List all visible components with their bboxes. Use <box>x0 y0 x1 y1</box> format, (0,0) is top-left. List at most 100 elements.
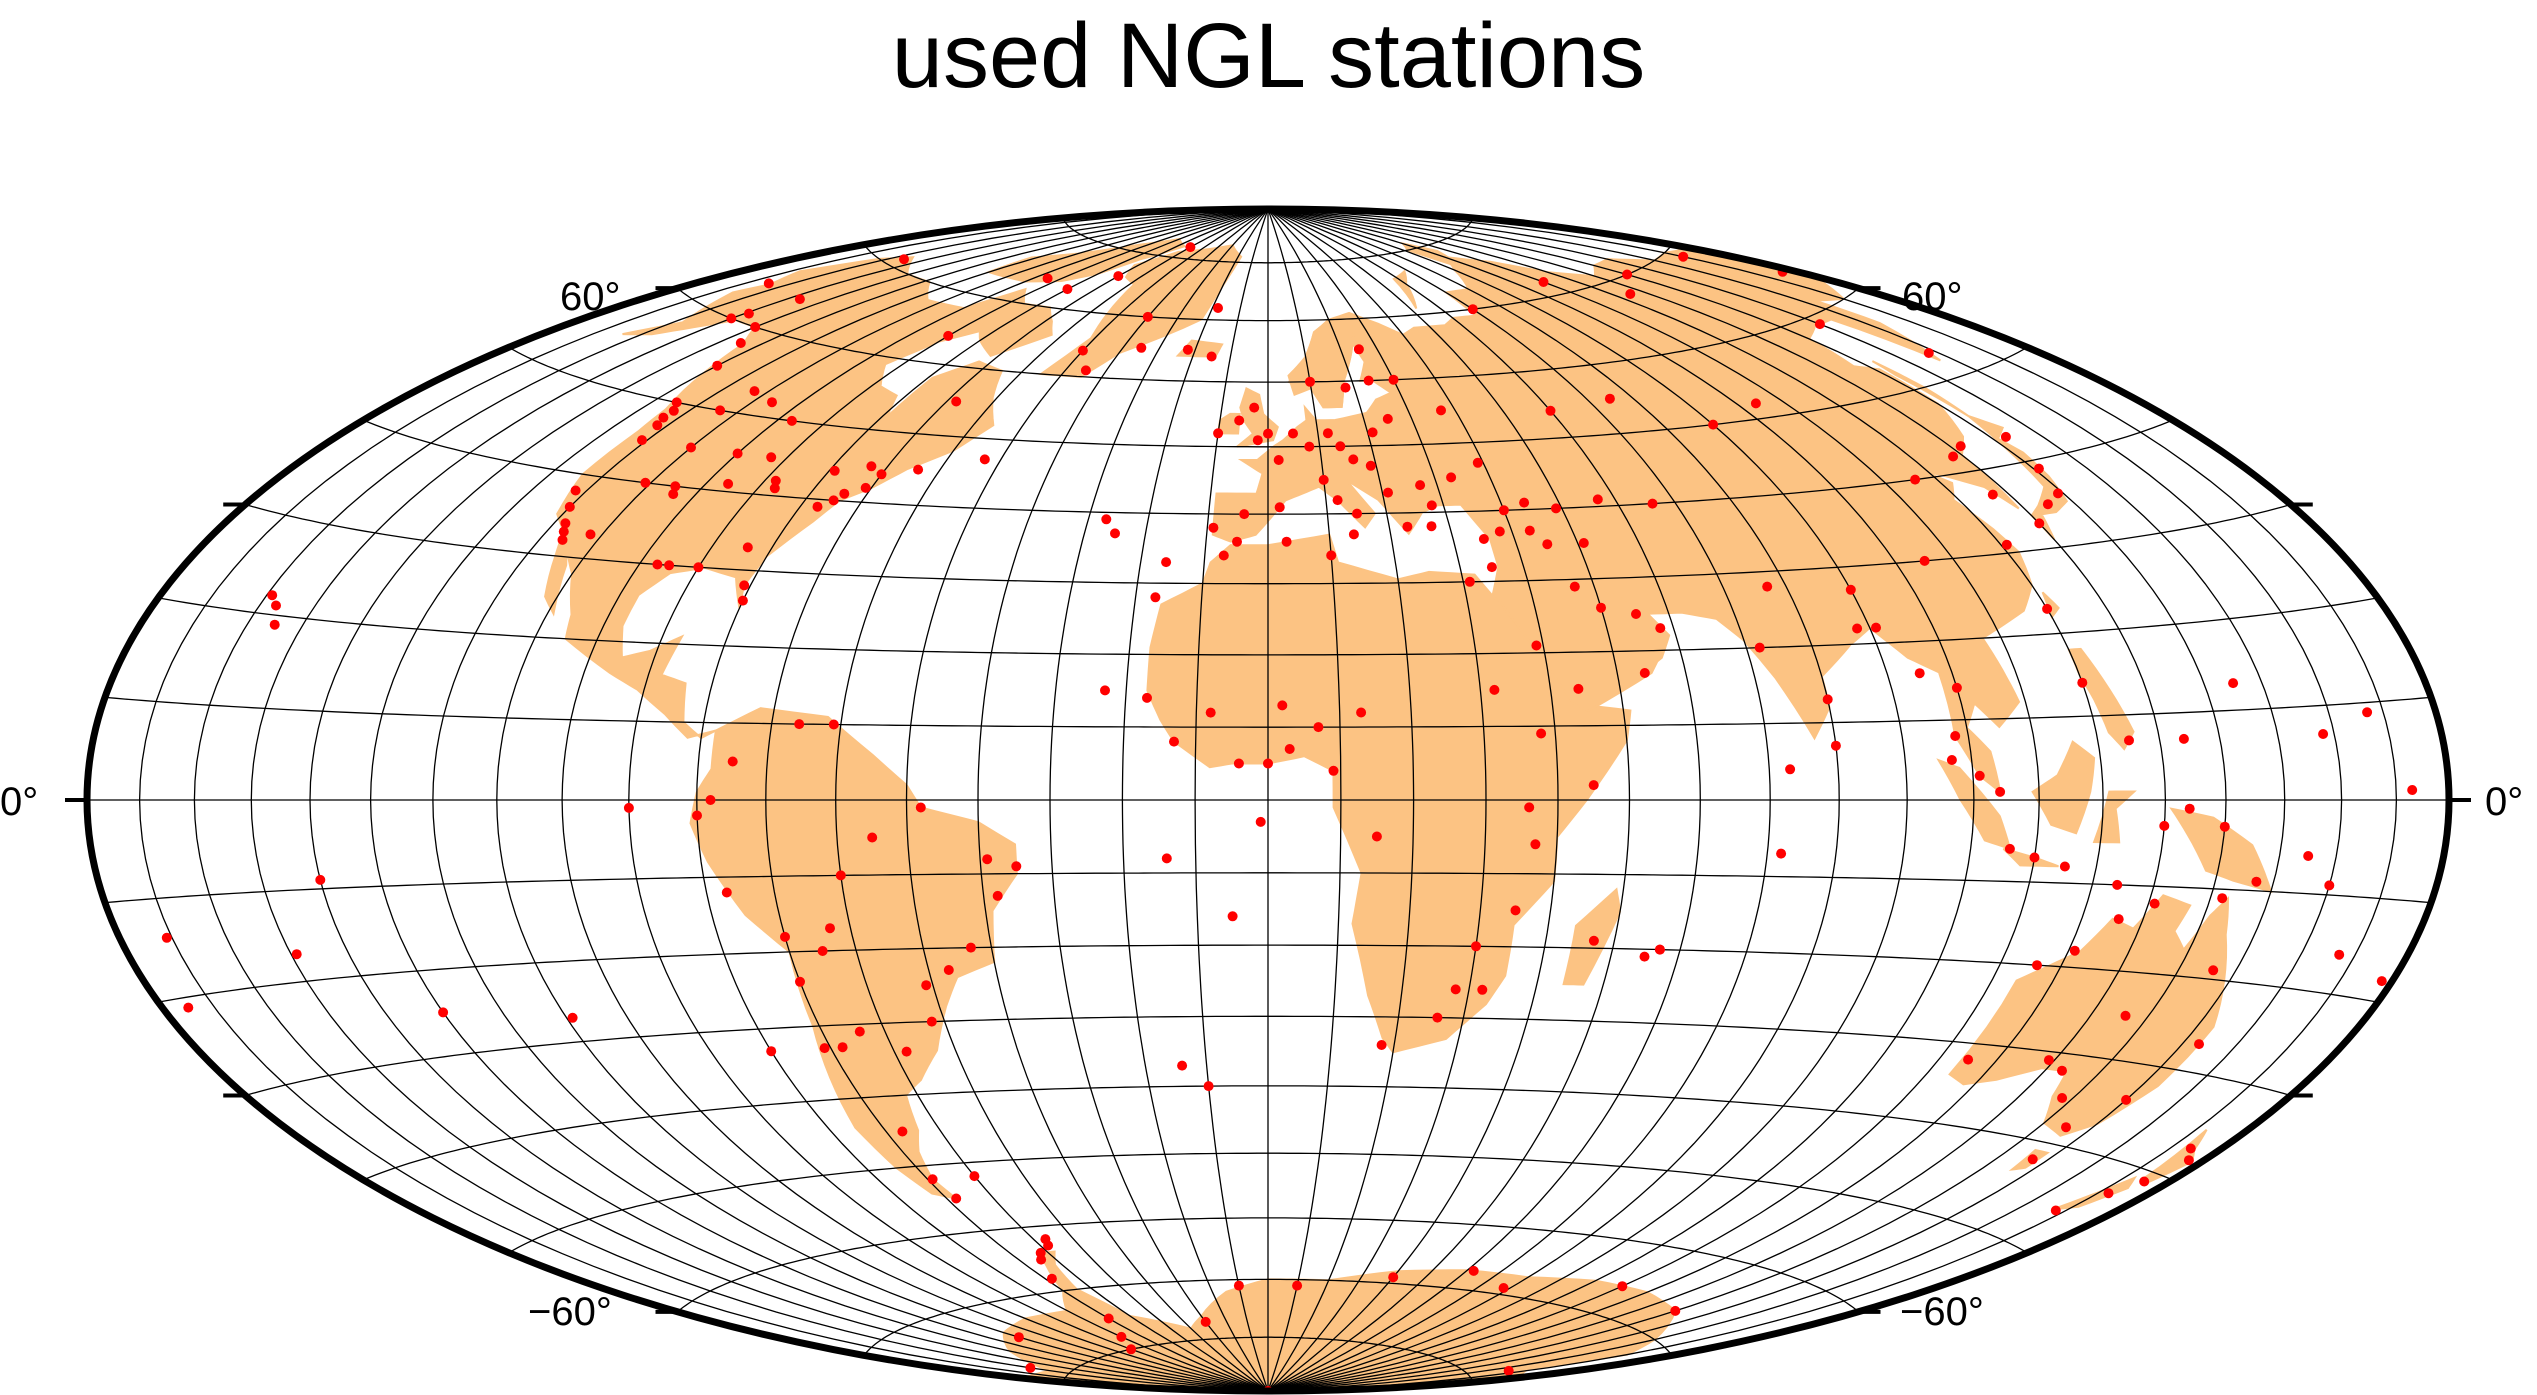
station-point <box>1213 303 1223 313</box>
station-point <box>2042 499 2053 510</box>
station-point <box>1273 455 1284 465</box>
station-point <box>1830 740 1841 751</box>
station-point <box>795 976 805 987</box>
station-point <box>726 313 737 324</box>
station-point <box>1322 428 1333 439</box>
graticule-line <box>245 1015 2291 1097</box>
station-point <box>1494 526 1505 537</box>
station-point <box>1467 304 1478 315</box>
station-point <box>1227 911 1238 922</box>
station-point <box>1367 427 1378 438</box>
station-point <box>1987 489 1998 500</box>
station-point <box>1524 802 1535 813</box>
station-point <box>1110 528 1120 539</box>
station-point <box>1365 460 1376 471</box>
station-point <box>1426 521 1437 532</box>
station-point <box>1871 622 1881 633</box>
station-point <box>2004 843 2015 854</box>
station-point <box>1588 935 1599 946</box>
station-point <box>2077 677 2088 688</box>
station-point <box>735 338 746 348</box>
station-point <box>943 330 954 341</box>
station-point <box>1402 521 1413 532</box>
station-point <box>1388 1272 1399 1283</box>
station-point <box>1625 289 1636 299</box>
station-point <box>1542 539 1553 550</box>
station-point <box>1371 831 1382 842</box>
graticule-line <box>363 1085 2173 1181</box>
station-point <box>1383 487 1393 498</box>
station-point <box>560 518 571 529</box>
lat-label-60-right: 60° <box>1902 275 1963 319</box>
station-point <box>769 483 780 494</box>
station-point <box>1356 707 1367 718</box>
station-point <box>2061 1122 2071 1133</box>
station-point <box>1113 271 1124 282</box>
station-point <box>2208 965 2219 976</box>
station-point <box>915 802 926 813</box>
station-point <box>1955 441 1966 452</box>
station-point <box>819 1043 830 1054</box>
station-point <box>1080 365 1091 376</box>
station-layer <box>161 242 2418 1391</box>
station-point <box>1678 251 1689 262</box>
station-point <box>899 254 909 265</box>
station-point <box>1489 684 1500 695</box>
station-point <box>668 405 679 416</box>
station-point <box>1288 428 1298 439</box>
station-point <box>271 600 281 611</box>
station-point <box>2217 893 2228 904</box>
station-point <box>835 870 846 881</box>
station-point <box>817 946 828 956</box>
station-point <box>1263 758 1273 769</box>
station-point <box>1776 848 1787 859</box>
station-point <box>1995 786 2006 797</box>
station-point <box>727 756 738 767</box>
station-point <box>1077 345 1088 356</box>
station-point <box>1472 457 1483 468</box>
station-point <box>658 412 669 423</box>
station-point <box>1208 522 1219 533</box>
station-point <box>1348 454 1359 465</box>
station-point <box>652 559 663 570</box>
station-point <box>1332 495 1343 506</box>
graticule-line <box>1062 217 1474 264</box>
station-point <box>670 481 681 492</box>
station-point <box>1910 474 1921 485</box>
station-point <box>1376 1040 1387 1050</box>
station-point <box>1318 474 1329 485</box>
station-point <box>1946 755 1957 765</box>
station-point <box>1203 1081 1214 1092</box>
lat-label-m60-left: −60° <box>528 1290 612 1334</box>
station-point <box>664 560 675 571</box>
station-point <box>1762 581 1773 592</box>
station-point <box>1477 984 1488 995</box>
station-point <box>1654 944 1665 955</box>
station-point <box>2034 518 2045 529</box>
station-point <box>2139 1176 2150 1187</box>
station-point <box>1814 319 1825 330</box>
lat-label-0-right: 0° <box>2485 780 2523 824</box>
station-point <box>1471 941 1481 952</box>
station-point <box>2194 1039 2204 1050</box>
station-point <box>557 534 568 545</box>
station-point <box>2228 678 2239 689</box>
station-point <box>1578 538 1589 548</box>
station-point <box>693 562 704 573</box>
station-point <box>1596 602 1606 613</box>
station-point <box>1304 441 1315 452</box>
station-point <box>1062 284 1073 295</box>
station-point <box>837 1042 848 1053</box>
station-point <box>652 420 663 431</box>
station-point <box>269 619 280 630</box>
graticule-line <box>677 287 1859 383</box>
station-point <box>2057 1093 2068 1103</box>
station-point <box>1845 584 1856 595</box>
land-mass <box>1392 269 1418 310</box>
lat-label-m60-right: −60° <box>1900 1290 1984 1334</box>
station-point <box>913 464 924 475</box>
station-point <box>2149 898 2160 909</box>
station-point <box>1161 557 1172 568</box>
station-point <box>1538 277 1549 287</box>
station-point <box>839 488 850 499</box>
